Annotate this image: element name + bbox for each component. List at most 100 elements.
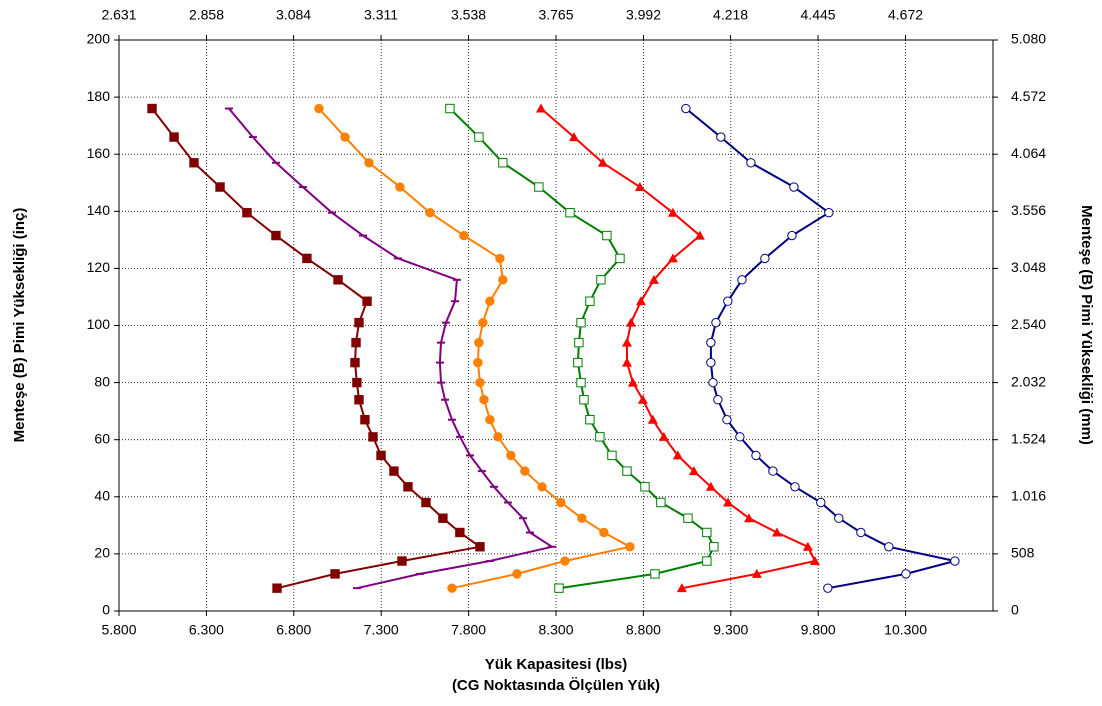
- data-point: [364, 158, 374, 168]
- data-point: [635, 296, 646, 306]
- data-point: [723, 497, 734, 507]
- data-point: [615, 253, 625, 264]
- y-tick-label: 40: [94, 488, 110, 504]
- data-point: [648, 274, 659, 284]
- y-tick-label: 100: [87, 316, 111, 332]
- data-point: [621, 337, 632, 347]
- data-point: [474, 132, 484, 142]
- x-tick-label: 6.300: [189, 622, 224, 638]
- data-point: [723, 296, 733, 306]
- x2-tick-label: 3.992: [626, 7, 661, 23]
- data-point: [537, 482, 547, 492]
- data-point: [884, 542, 894, 552]
- y-axis-title: Menteşe (B) Pimi Yüksekliği (inç): [11, 208, 28, 443]
- data-point: [621, 357, 632, 367]
- data-point: [640, 482, 650, 492]
- data-point: [389, 466, 399, 476]
- data-point: [637, 394, 648, 404]
- data-point: [447, 583, 457, 593]
- data-point: [473, 357, 483, 368]
- data-point: [656, 497, 666, 508]
- data-point: [360, 415, 370, 425]
- data-point: [607, 450, 617, 461]
- data-point: [706, 357, 716, 368]
- y-tick-label: 20: [94, 545, 110, 561]
- data-point: [215, 182, 225, 192]
- data-point: [585, 415, 595, 425]
- data-point: [824, 208, 834, 218]
- data-point: [901, 569, 911, 579]
- data-point: [737, 275, 747, 285]
- data-point: [705, 481, 716, 491]
- y-tick-label: 60: [94, 430, 110, 446]
- x2-tick-label: 2.858: [189, 7, 224, 23]
- data-point: [688, 466, 699, 476]
- data-point: [716, 132, 726, 142]
- data-point: [445, 103, 455, 114]
- y-tick-label: 160: [87, 145, 111, 161]
- data-point: [498, 275, 508, 285]
- data-point: [708, 377, 718, 388]
- data-point: [834, 513, 844, 523]
- data-point: [354, 317, 364, 328]
- y2-tick-label: 5.080: [1011, 31, 1046, 47]
- x-tick-label: 8.300: [538, 622, 573, 638]
- data-point: [314, 103, 324, 114]
- data-point: [485, 415, 495, 425]
- data-point: [709, 542, 719, 552]
- data-point: [711, 317, 721, 328]
- data-point: [147, 103, 157, 114]
- data-point: [302, 253, 312, 264]
- data-point: [802, 541, 813, 551]
- data-point: [681, 103, 691, 114]
- data-point: [625, 542, 635, 552]
- data-point: [823, 583, 833, 593]
- data-point: [722, 415, 732, 425]
- data-point: [702, 527, 712, 538]
- data-point: [667, 207, 678, 217]
- data-point: [534, 182, 544, 192]
- data-point: [634, 182, 645, 192]
- data-point: [950, 556, 960, 566]
- data-point: [425, 208, 435, 218]
- y-tick-label: 200: [87, 31, 111, 47]
- data-point: [498, 158, 508, 168]
- data-point: [340, 132, 350, 142]
- data-point: [354, 395, 364, 405]
- data-point: [602, 230, 612, 241]
- data-point: [272, 583, 282, 593]
- data-point: [333, 275, 343, 285]
- data-point: [760, 253, 770, 264]
- data-point: [474, 337, 484, 348]
- data-point: [352, 377, 362, 388]
- data-point: [599, 527, 609, 538]
- plot-frame: [118, 39, 994, 612]
- data-point: [556, 497, 566, 508]
- data-point: [787, 230, 797, 241]
- y-tick-label: 120: [87, 259, 111, 275]
- x2-tick-label: 3.311: [364, 7, 398, 23]
- data-point: [751, 450, 761, 461]
- data-point: [506, 450, 516, 461]
- x2-tick-label: 3.765: [538, 7, 573, 23]
- data-point: [595, 432, 605, 442]
- y-tick-label: 0: [102, 602, 110, 618]
- data-point: [520, 466, 530, 476]
- data-point: [475, 542, 485, 552]
- x-tick-label: 6.800: [276, 622, 311, 638]
- data-point: [455, 527, 465, 538]
- y2-tick-label: 3.048: [1011, 259, 1046, 275]
- x2-tick-label: 4.445: [801, 7, 836, 23]
- data-point: [751, 568, 762, 578]
- data-point: [362, 296, 372, 306]
- data-point: [746, 158, 756, 168]
- data-point: [809, 556, 820, 566]
- data-point: [565, 208, 575, 218]
- x-tick-label: 10.300: [884, 622, 927, 638]
- data-point: [768, 466, 778, 476]
- data-point: [627, 377, 638, 387]
- x2-tick-label: 3.084: [276, 7, 311, 23]
- y2-tick-label: 508: [1011, 545, 1035, 561]
- x-tick-label: 7.300: [364, 622, 399, 638]
